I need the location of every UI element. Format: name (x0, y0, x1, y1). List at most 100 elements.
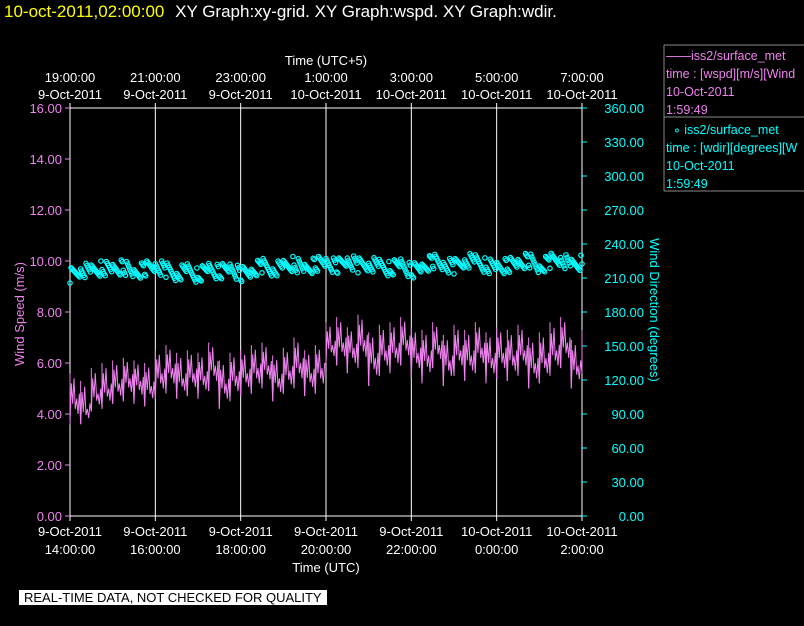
right-tick-label: 150.00 (604, 339, 644, 354)
wind-direction-point (418, 268, 424, 275)
wind-direction-point (279, 265, 286, 271)
wind-direction-point (342, 262, 349, 268)
wind-direction-point (578, 252, 584, 259)
wind-direction-point (424, 266, 431, 273)
legend-wind-direction[interactable]: ∘ iss2/surface_met time : [wdir][degrees… (666, 121, 804, 193)
left-tick-label: 10.00 (29, 254, 62, 269)
wind-direction-point (466, 265, 472, 271)
left-tick-label: 14.00 (29, 152, 62, 167)
left-tick-label: 0.00 (37, 509, 62, 524)
top-tick-label-date: 10-Oct-2011 (461, 87, 532, 102)
wind-direction-point (355, 269, 361, 276)
top-tick-label-date: 10-Oct-2011 (290, 87, 361, 102)
wind-direction-point (577, 267, 583, 274)
top-tick-label-date: 10-Oct-2011 (376, 87, 447, 102)
wind-direction-point (130, 273, 136, 280)
wind-direction-point (546, 257, 552, 263)
left-tick-label: 2.00 (37, 458, 62, 473)
wind-direction-point (425, 268, 432, 274)
right-axis-label: Wind Direction (degrees) (647, 238, 662, 382)
x-tick-label-date: 10-Oct-2011 (546, 524, 617, 539)
wind-direction-point (486, 270, 493, 277)
right-tick-label: 240.00 (604, 237, 644, 252)
wind-direction-point (531, 259, 537, 265)
top-tick-label-time: 1:00:00 (304, 70, 347, 85)
wind-direction-point (238, 278, 245, 285)
right-tick-label: 60.00 (611, 441, 644, 456)
quality-warning: REAL-TIME DATA, NOT CHECKED FOR QUALITY (19, 590, 327, 605)
wind-direction-point (203, 267, 210, 274)
x-tick-label-time: 22:00:00 (386, 542, 437, 557)
x-tick-label-date: 9-Oct-2011 (38, 524, 102, 539)
wind-direction-point (459, 263, 466, 270)
title-timestamp: 10-oct-2011,02:00:00 (4, 2, 165, 21)
x-tick-label-date: 9-Oct-2011 (123, 524, 187, 539)
wind-direction-point (390, 271, 397, 278)
legend-line-glyph: —— (666, 49, 691, 63)
wind-direction-point (525, 262, 532, 269)
right-tick-label: 30.00 (611, 475, 644, 490)
wind-direction-point (259, 269, 265, 276)
right-tick-label: 0.00 (619, 509, 644, 524)
x-tick-label-date: 9-Oct-2011 (294, 524, 358, 539)
wind-direction-point (311, 256, 318, 263)
wind-direction-point (82, 274, 88, 281)
legend-wspd-name: iss2/surface_met (691, 49, 786, 63)
wind-direction-point (541, 268, 548, 275)
wind-direction-point (349, 267, 356, 273)
wind-direction-point (294, 269, 301, 276)
wind-direction-point (108, 268, 115, 275)
wind-direction-point (354, 260, 360, 267)
wind-direction-point (559, 260, 566, 266)
wind-direction-point (503, 257, 510, 264)
wind-direction-point (314, 268, 321, 275)
top-tick-label-date: 10-Oct-2011 (546, 87, 617, 102)
legend-wspd-date: 10-Oct-2011 (666, 85, 735, 99)
top-tick-label-time: 3:00:00 (390, 70, 433, 85)
wind-direction-point (579, 261, 585, 267)
wind-direction-point (122, 272, 129, 279)
wind-direction-point (445, 269, 452, 276)
legend-wspd-time: 1:59:49 (666, 103, 708, 117)
wind-direction-point (407, 262, 414, 268)
x-axis-label: Time (UTC) (292, 560, 359, 575)
x-tick-label-time: 20:00:00 (301, 542, 352, 557)
wind-direction-point (310, 255, 317, 262)
left-tick-label: 8.00 (37, 305, 62, 320)
wind-direction-point (334, 270, 341, 277)
right-tick-label: 180.00 (604, 305, 644, 320)
wind-direction-point (451, 271, 457, 277)
wind-direction-point (102, 272, 109, 279)
wind-direction-point (197, 276, 203, 283)
wind-direction-point (290, 253, 296, 260)
wind-direction-point (215, 263, 222, 270)
x-tick-label-time: 0:00:00 (475, 542, 518, 557)
wind-direction-point (561, 262, 567, 269)
top-tick-label-time: 23:00:00 (215, 70, 266, 85)
left-tick-label: 16.00 (29, 101, 62, 116)
wind-direction-point (540, 267, 547, 274)
legend-wdir-date: 10-Oct-2011 (666, 159, 735, 173)
right-tick-label: 300.00 (604, 169, 644, 184)
wind-direction-point (253, 272, 260, 279)
legend-wind-speed[interactable]: ——iss2/surface_met time : [wspd][m/s][Wi… (666, 47, 804, 119)
x-tick-label-date: 10-Oct-2011 (461, 524, 532, 539)
wind-direction-point (218, 275, 225, 282)
wind-direction-point (274, 272, 280, 279)
wind-direction-point (501, 270, 507, 277)
wind-direction-point (410, 274, 417, 281)
wind-direction-point (563, 252, 569, 258)
wind-direction-point (163, 274, 169, 281)
wind-direction-point (178, 276, 184, 283)
right-tick-label: 90.00 (611, 407, 644, 422)
left-tick-label: 12.00 (29, 203, 62, 218)
x-tick-label-date: 9-Oct-2011 (379, 524, 443, 539)
wind-direction-point (482, 255, 488, 261)
legend-wdir-expr: time : [wdir][degrees][W (666, 141, 798, 155)
top-tick-label-date: 9-Oct-2011 (123, 87, 187, 102)
right-tick-label: 330.00 (604, 135, 644, 150)
wind-direction-point (521, 265, 528, 272)
wind-direction-point (427, 254, 434, 260)
legend-wdir-name: iss2/surface_met (684, 123, 779, 137)
